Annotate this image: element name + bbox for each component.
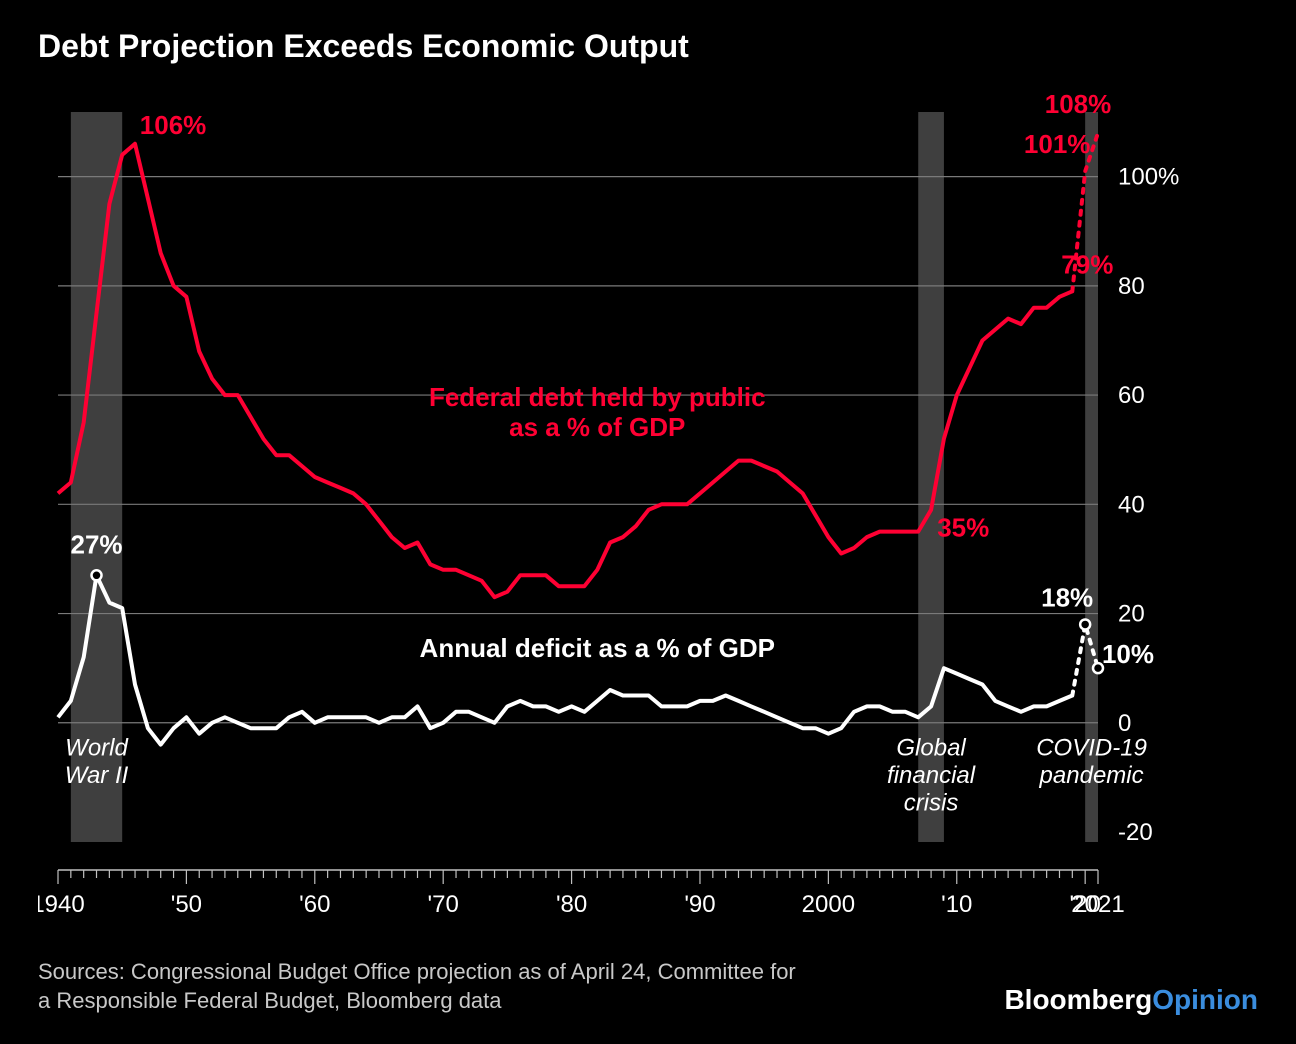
svg-text:COVID-19pandemic: COVID-19pandemic: [1036, 735, 1147, 790]
svg-text:'10: '10: [941, 891, 972, 912]
logo-brand: Bloomberg: [1004, 984, 1152, 1015]
svg-text:106%: 106%: [140, 110, 207, 140]
chart-container: 1940'50'60'70'80'902000'10'2020210204060…: [38, 92, 1138, 892]
svg-text:'80: '80: [556, 891, 587, 912]
debt-deficit-chart: 1940'50'60'70'80'902000'10'2020210204060…: [38, 92, 1258, 912]
sources-text: Sources: Congressional Budget Office pro…: [38, 957, 796, 1016]
svg-text:18%: 18%: [1041, 582, 1093, 612]
svg-text:2021: 2021: [1071, 891, 1124, 912]
svg-text:'50: '50: [171, 891, 202, 912]
svg-text:Annual deficit as a % of GDP: Annual deficit as a % of GDP: [420, 633, 775, 663]
svg-text:Federal debt held by publicas: Federal debt held by publicas a % of GDP: [429, 382, 766, 442]
svg-text:35%: 35%: [937, 513, 989, 543]
svg-text:108%: 108%: [1045, 92, 1112, 119]
svg-text:80: 80: [1118, 273, 1145, 300]
svg-text:60: 60: [1118, 382, 1145, 409]
logo-sub: Opinion: [1152, 984, 1258, 1015]
svg-text:'90: '90: [684, 891, 715, 912]
svg-text:20: 20: [1118, 601, 1145, 628]
svg-text:1940: 1940: [38, 891, 85, 912]
svg-text:27%: 27%: [70, 529, 122, 559]
svg-text:2000: 2000: [802, 891, 855, 912]
svg-text:101%: 101%: [1024, 129, 1091, 159]
svg-text:WorldWar II: WorldWar II: [65, 735, 129, 790]
svg-text:0: 0: [1118, 710, 1131, 737]
svg-text:Globalfinancialcrisis: Globalfinancialcrisis: [887, 735, 976, 817]
svg-text:-20: -20: [1118, 819, 1153, 846]
svg-text:10%: 10%: [1102, 639, 1154, 669]
chart-title: Debt Projection Exceeds Economic Output: [38, 28, 689, 65]
svg-text:'70: '70: [428, 891, 459, 912]
svg-text:'60: '60: [299, 891, 330, 912]
bloomberg-opinion-logo: BloombergOpinion: [1004, 984, 1258, 1016]
svg-text:40: 40: [1118, 491, 1145, 518]
svg-text:100%: 100%: [1118, 164, 1179, 191]
svg-text:79%: 79%: [1061, 249, 1113, 279]
